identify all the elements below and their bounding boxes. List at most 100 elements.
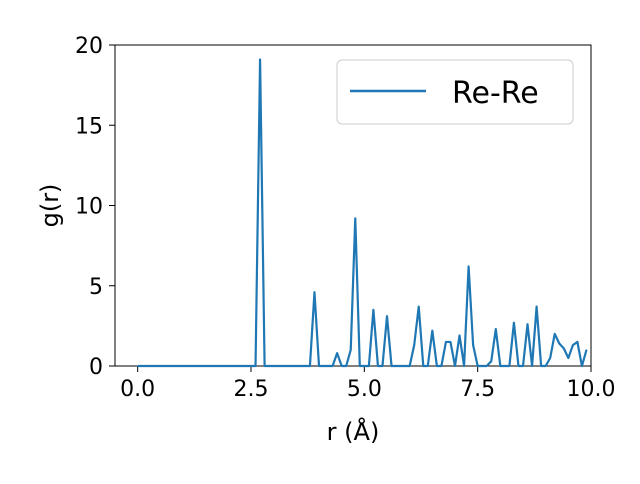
data-point [155,365,157,367]
data-point [295,365,297,367]
data-point [454,365,456,367]
data-point [318,365,320,367]
data-point [517,365,520,367]
data-point [409,365,411,367]
data-point [422,365,424,367]
legend: Re-Re [336,59,574,125]
data-point [472,344,474,346]
data-point [300,365,302,367]
data-point [259,58,261,61]
data-point [309,365,311,367]
x-tick-label: 2.5 [234,377,269,402]
data-point [250,365,252,367]
data-point [390,365,393,367]
data-point [264,365,266,367]
data-point [463,365,465,367]
x-axis-label: r (Å) [327,417,380,446]
x-tick-label: 10.0 [567,377,616,402]
data-point [508,365,510,367]
data-point [458,334,461,337]
data-point [368,365,370,367]
data-point [159,365,161,367]
data-point [286,365,288,367]
data-point [545,365,547,367]
data-point [291,365,293,367]
data-point [449,341,452,343]
data-point [513,322,515,324]
data-point [245,365,248,367]
data-point [254,365,257,367]
data-point [236,365,238,367]
data-point [372,309,374,311]
data-point [313,291,316,293]
data-point [495,328,497,330]
data-point [563,347,565,349]
data-point [404,365,406,367]
data-point [168,365,170,367]
data-point [137,365,139,367]
data-point [359,365,361,367]
data-point [241,365,243,367]
data-point [490,360,492,362]
data-point [304,365,306,367]
data-point [522,365,524,367]
data-point [481,365,483,367]
x-tick-label: 5.0 [347,377,382,402]
data-point [218,365,220,367]
data-point [431,330,433,332]
data-point [345,365,347,367]
data-point [381,365,384,367]
data-point [186,365,189,367]
data-point [504,365,506,367]
data-point [227,365,229,367]
data-point [223,365,225,367]
data-point [141,365,143,367]
data-point [354,217,356,219]
data-point [395,365,397,367]
data-point [282,365,284,367]
y-axis-label: g(r) [36,184,64,228]
data-point [536,306,538,308]
data-point [486,365,488,367]
data-point [350,349,352,351]
data-point [567,357,569,359]
data-point [341,365,343,367]
y-tick-label: 5 [89,275,103,300]
data-point [146,365,148,367]
data-point [363,365,365,367]
y-tick-label: 10 [75,195,103,220]
data-point [268,365,270,367]
data-point [477,365,479,367]
data-point [232,365,234,367]
data-point [205,365,207,367]
data-point [413,344,415,346]
data-point [150,365,152,367]
data-point [576,341,579,343]
data-point [214,365,216,367]
series-line-re-re [137,58,588,368]
data-point [427,365,429,367]
data-point [585,349,588,351]
data-point [554,333,556,335]
data-point [164,365,166,367]
data-point [400,365,402,367]
data-point [277,365,279,367]
data-point [572,344,574,346]
x-tick-label: 7.5 [460,377,495,402]
data-point [499,365,501,367]
data-point [436,365,438,367]
data-point [336,352,338,354]
data-point [177,365,180,367]
data-point [418,306,420,308]
legend-box [336,59,574,125]
data-point [182,365,184,367]
data-point [273,365,275,367]
y-tick-label: 0 [89,355,103,380]
data-point [173,365,175,367]
series-group [137,58,588,368]
data-point [322,365,325,367]
data-point [549,357,551,359]
data-point [200,365,202,367]
